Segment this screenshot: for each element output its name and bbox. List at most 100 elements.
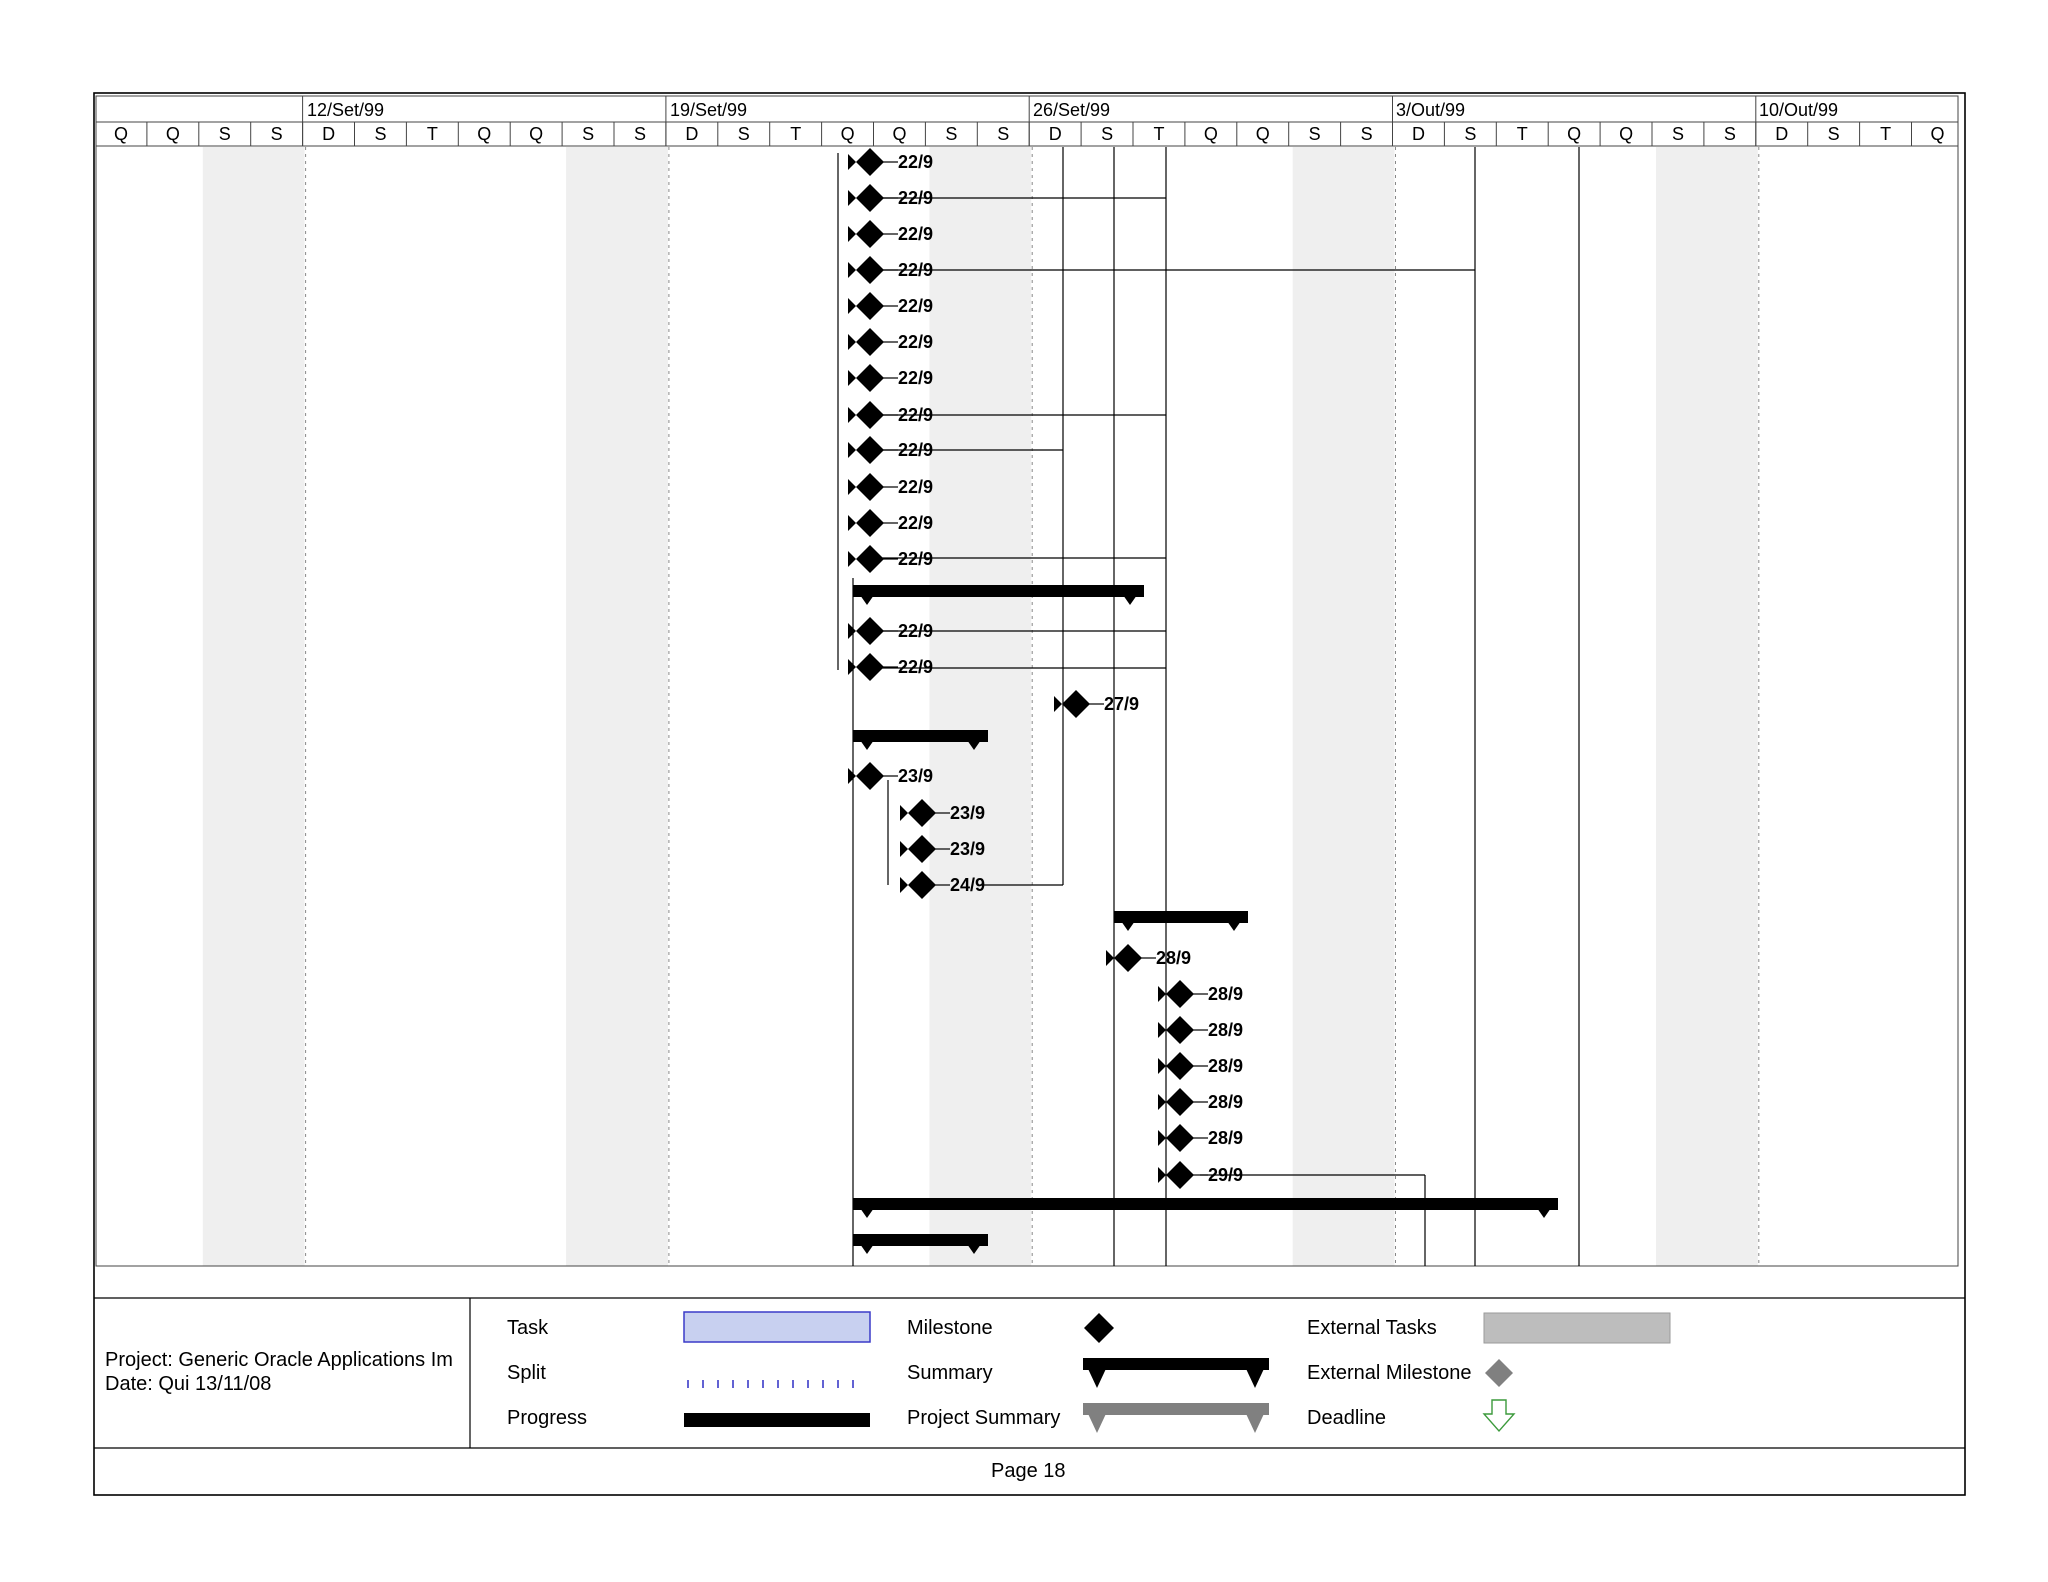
summary-bar-cap	[960, 1234, 988, 1254]
page-frame	[93, 92, 1966, 1496]
day-label: D	[322, 124, 336, 144]
day-label: S	[1360, 124, 1373, 144]
legend-project-summary-symbol	[1083, 1403, 1111, 1433]
milestone-label: 22/9	[898, 405, 934, 425]
milestone-label: 23/9	[950, 803, 986, 823]
milestone-diamond	[856, 148, 884, 176]
summary-bar	[853, 1234, 988, 1246]
day-label: Q	[1930, 124, 1945, 144]
legend-milestone-label: Milestone	[907, 1317, 993, 1339]
weekend-shade	[1656, 147, 1758, 1266]
link-arrow	[1158, 1058, 1166, 1074]
milestone-label: 28/9	[1208, 1128, 1244, 1148]
milestone-label: 27/9	[1104, 694, 1140, 714]
milestone-diamond	[1166, 980, 1194, 1008]
summary-bar	[853, 1198, 1558, 1210]
weekend-shade	[566, 147, 668, 1266]
milestone-diamond	[1166, 1088, 1194, 1116]
day-label: T	[1153, 124, 1165, 144]
milestone-label: 28/9	[1156, 948, 1192, 968]
day-label: S	[374, 124, 387, 144]
day-label: Q	[1619, 124, 1634, 144]
link-arrow	[1158, 1094, 1166, 1110]
link-arrow	[1158, 1022, 1166, 1038]
link-arrow	[848, 298, 856, 314]
project-date: Date: Qui 13/11/08	[105, 1373, 272, 1395]
milestone-label: 22/9	[898, 188, 934, 208]
day-label: S	[737, 124, 750, 144]
link-arrow	[848, 334, 856, 350]
milestone-diamond	[1166, 1016, 1194, 1044]
milestone-diamond	[856, 762, 884, 790]
link-arrow	[1158, 1167, 1166, 1183]
legend-task-label: Task	[507, 1317, 549, 1339]
link-arrow	[848, 154, 856, 170]
link-arrow	[848, 515, 856, 531]
weekend-shade	[202, 147, 305, 1266]
legend-external-tasks-label: External Tasks	[1307, 1317, 1437, 1339]
day-label: S	[270, 124, 283, 144]
milestone-diamond	[856, 256, 884, 284]
milestone-diamond	[908, 799, 936, 827]
summary-bar	[853, 730, 988, 742]
summary-bar-cap	[960, 730, 988, 750]
legend-deadline-symbol	[1482, 1399, 1516, 1433]
milestone-diamond	[856, 617, 884, 645]
day-label: Q	[1203, 124, 1218, 144]
milestone-label: 22/9	[898, 657, 934, 677]
legend-project-summary-symbol	[1241, 1403, 1269, 1433]
summary-bar-cap	[853, 585, 881, 605]
week-label: 10/Out/99	[1759, 100, 1839, 120]
day-label: T	[1880, 124, 1892, 144]
legend-progress-label: Progress	[507, 1407, 588, 1429]
link-arrow	[848, 370, 856, 386]
week-label: 19/Set/99	[670, 100, 748, 120]
link-arrow	[1054, 696, 1062, 712]
milestone-label: 22/9	[898, 621, 934, 641]
day-label: D	[1775, 124, 1789, 144]
day-label: Q	[1567, 124, 1582, 144]
milestone-label: 22/9	[898, 296, 934, 316]
link-arrow	[848, 768, 856, 784]
day-label: S	[945, 124, 958, 144]
legend-external-milestone-symbol	[1485, 1359, 1513, 1387]
link-arrow	[900, 877, 908, 893]
day-label: Q	[113, 124, 128, 144]
summary-bar	[853, 585, 1144, 597]
day-label: D	[1412, 124, 1425, 144]
link-arrow	[848, 407, 856, 423]
day-label: Q	[477, 124, 492, 144]
page-number: Page 18	[991, 1460, 1066, 1482]
day-label: S	[1723, 124, 1736, 144]
link-arrow	[848, 226, 856, 242]
legend-task-symbol	[683, 1311, 871, 1343]
milestone-diamond	[856, 184, 884, 212]
summary-bar-cap	[853, 1234, 881, 1254]
milestone-diamond	[1062, 690, 1090, 718]
milestone-label: 22/9	[898, 440, 934, 460]
summary-bar-cap	[1116, 585, 1144, 605]
milestone-diamond	[908, 835, 936, 863]
milestone-label: 24/9	[950, 875, 986, 895]
milestone-label: 23/9	[950, 839, 986, 859]
day-label: S	[1464, 124, 1477, 144]
day-label: D	[685, 124, 699, 144]
milestone-label: 29/9	[1208, 1165, 1244, 1185]
milestone-diamond	[856, 220, 884, 248]
day-label: S	[218, 124, 231, 144]
legend-summary-symbol	[1241, 1358, 1269, 1388]
day-label: S	[633, 124, 646, 144]
day-label: S	[1101, 124, 1114, 144]
summary-bar-cap	[1220, 911, 1248, 931]
summary-bar-cap	[853, 730, 881, 750]
summary-bar-cap	[853, 1198, 881, 1218]
legend-split-label: Split	[507, 1362, 546, 1384]
milestone-diamond	[856, 653, 884, 681]
legend-progress-symbol	[684, 1413, 870, 1427]
summary-bar-cap	[1114, 911, 1142, 931]
day-label: T	[426, 124, 438, 144]
summary-bar-cap	[1530, 1198, 1558, 1218]
legend-summary-label: Summary	[907, 1362, 993, 1384]
link-arrow	[1158, 1130, 1166, 1146]
milestone-label: 22/9	[898, 332, 934, 352]
